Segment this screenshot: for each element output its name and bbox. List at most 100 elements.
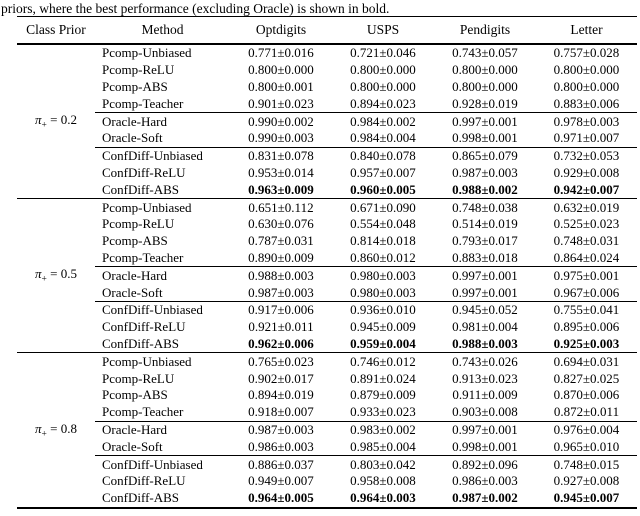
caption-text: priors, where the best performance (excl…	[1, 1, 390, 16]
table-row: Pcomp-ABS 0.787±0.031 0.814±0.018 0.793±0.0…	[17, 233, 637, 250]
result-value: 0.971±0.007	[553, 130, 620, 146]
header-method: Method	[95, 16, 230, 45]
method-label: ConfDiff-Unbiased	[95, 300, 230, 319]
result-value: 0.997±0.001	[452, 284, 518, 300]
result-value: 0.630±0.076	[248, 216, 314, 232]
method-label: ConfDiff-ReLU	[102, 164, 186, 180]
result-value: 0.997±0.001	[434, 420, 536, 439]
result-value: 0.984±0.004	[350, 130, 416, 146]
method-label: Pcomp-ReLU	[102, 216, 175, 232]
header-letter: Letter	[536, 16, 637, 45]
result-value: 0.800±0.001	[248, 78, 314, 94]
result-value: 0.964±0.005	[248, 490, 314, 506]
table-row: Oracle-Soft 0.987±0.003 0.980±0.003 0.997±0…	[17, 284, 637, 301]
table-row: Pcomp-ReLU 0.800±0.000 0.800±0.000 0.800±0.…	[17, 62, 637, 79]
result-value: 0.918±0.007	[248, 404, 314, 420]
table-row: Pcomp-ABS 0.894±0.019 0.879±0.009 0.911±0.0…	[17, 387, 637, 404]
pi-subscript: +	[41, 120, 47, 131]
result-value: 0.984±0.002	[332, 112, 434, 130]
result-value: 0.928±0.019	[452, 95, 518, 111]
result-value: 0.793±0.017	[452, 233, 518, 249]
result-value: 0.743±0.026	[434, 352, 536, 371]
table-row: Pcomp-Teacher 0.890±0.009 0.860±0.012 0.883…	[17, 250, 637, 267]
result-value: 0.901±0.023	[248, 95, 314, 111]
table-row: Pcomp-Teacher 0.918±0.007 0.933±0.023 0.903…	[17, 404, 637, 421]
result-value: 0.945±0.052	[434, 300, 536, 319]
result-value: 0.988±0.003	[452, 335, 518, 351]
method-label: Pcomp-Unbiased	[95, 198, 230, 216]
result-value: 0.694±0.031	[536, 352, 637, 371]
result-value: 0.963±0.009	[248, 181, 314, 197]
table-header: Class Prior Method Optdigits USPS Pendig…	[17, 16, 637, 45]
result-value: 0.800±0.000	[452, 62, 518, 78]
method-label: Pcomp-Teacher	[102, 249, 184, 265]
result-value: 0.891±0.024	[350, 370, 416, 386]
method-label: Pcomp-ABS	[102, 78, 168, 94]
method-label: Oracle-Soft	[102, 284, 163, 300]
result-value: 0.748±0.031	[553, 233, 620, 249]
result-value: 0.892±0.096	[434, 455, 536, 473]
result-value: 0.945±0.007	[553, 490, 620, 506]
method-label: Pcomp-ReLU	[102, 62, 175, 78]
method-label: Pcomp-Unbiased	[95, 352, 230, 371]
class-prior-label: π+ = 0.5	[17, 198, 95, 353]
result-value: 0.879±0.009	[350, 387, 416, 403]
result-value: 0.732±0.053	[536, 146, 637, 165]
result-value: 0.787±0.031	[248, 233, 314, 249]
method-label: ConfDiff-ABS	[102, 181, 180, 197]
method-label: Oracle-Hard	[95, 420, 230, 439]
table-row: ConfDiff-ReLU 0.921±0.011 0.945±0.009 0.981…	[17, 319, 637, 336]
method-label: ConfDiff-Unbiased	[95, 455, 230, 473]
class-prior-label: π+ = 0.2	[17, 44, 95, 199]
result-value: 0.987±0.003	[230, 420, 332, 439]
table-row: ConfDiff-ABS 0.964±0.005 0.964±0.003 0.987±…	[17, 490, 637, 508]
header-usps: USPS	[332, 16, 434, 45]
table-row: Oracle-Hard 0.988±0.003 0.980±0.003 0.997±0…	[17, 266, 637, 285]
result-value: 0.975±0.001	[536, 266, 637, 285]
result-value: 0.997±0.001	[434, 112, 536, 130]
method-label: ConfDiff-ReLU	[102, 319, 186, 335]
result-value: 0.921±0.011	[248, 319, 314, 335]
result-value: 0.886±0.037	[230, 455, 332, 473]
result-value: 0.978±0.003	[536, 112, 637, 130]
table-row: π+ = 0.2 Pcomp-Unbiased 0.771±0.016 0.721±0…	[17, 44, 637, 130]
result-value: 0.983±0.002	[332, 420, 434, 439]
table-row: Pcomp-ReLU 0.902±0.017 0.891±0.024 0.913±0.…	[17, 370, 637, 387]
table-row: Pcomp-ABS 0.800±0.001 0.800±0.000 0.800±0.0…	[17, 79, 637, 96]
result-value: 0.651±0.112	[230, 198, 332, 216]
result-value: 0.748±0.038	[434, 198, 536, 216]
prior-value: = 0.5	[46, 266, 77, 282]
pi-subscript: +	[41, 275, 47, 286]
header-row: Class Prior Method Optdigits USPS Pendig…	[17, 16, 637, 45]
result-value: 0.990±0.002	[230, 112, 332, 130]
result-value: 0.986±0.003	[248, 438, 314, 454]
result-value: 0.959±0.004	[350, 335, 416, 351]
result-value: 0.965±0.010	[553, 438, 620, 454]
result-value: 0.864±0.024	[553, 249, 620, 265]
result-value: 0.671±0.090	[332, 198, 434, 216]
table-row: Pcomp-ReLU 0.630±0.076 0.554±0.048 0.514±0.…	[17, 216, 637, 233]
pi-symbol: π	[35, 266, 42, 282]
result-value: 0.986±0.003	[452, 473, 518, 489]
result-value: 0.800±0.000	[553, 78, 620, 94]
result-value: 0.913±0.023	[452, 370, 518, 386]
result-value: 0.632±0.019	[536, 198, 637, 216]
method-label: ConfDiff-ReLU	[102, 473, 186, 489]
result-value: 0.988±0.003	[230, 266, 332, 285]
class-prior-label: π+ = 0.8	[17, 352, 95, 508]
result-value: 0.748±0.015	[536, 455, 637, 473]
method-label: Pcomp-ReLU	[102, 370, 175, 386]
result-value: 0.964±0.003	[350, 490, 416, 506]
result-value: 0.883±0.018	[452, 249, 518, 265]
result-value: 0.960±0.005	[350, 181, 416, 197]
table-row: ConfDiff-ABS 0.962±0.006 0.959±0.004 0.988±…	[17, 336, 637, 353]
table-row: π+ = 0.8 Pcomp-Unbiased 0.765±0.023 0.746±0…	[17, 352, 637, 508]
result-value: 0.987±0.003	[452, 164, 518, 180]
result-value: 0.949±0.007	[248, 473, 314, 489]
result-value: 0.860±0.012	[350, 249, 416, 265]
result-value: 0.903±0.008	[452, 404, 518, 420]
result-value: 0.890±0.009	[248, 249, 314, 265]
result-value: 0.902±0.017	[248, 370, 314, 386]
result-value: 0.962±0.006	[248, 335, 314, 351]
result-value: 0.987±0.003	[248, 284, 314, 300]
